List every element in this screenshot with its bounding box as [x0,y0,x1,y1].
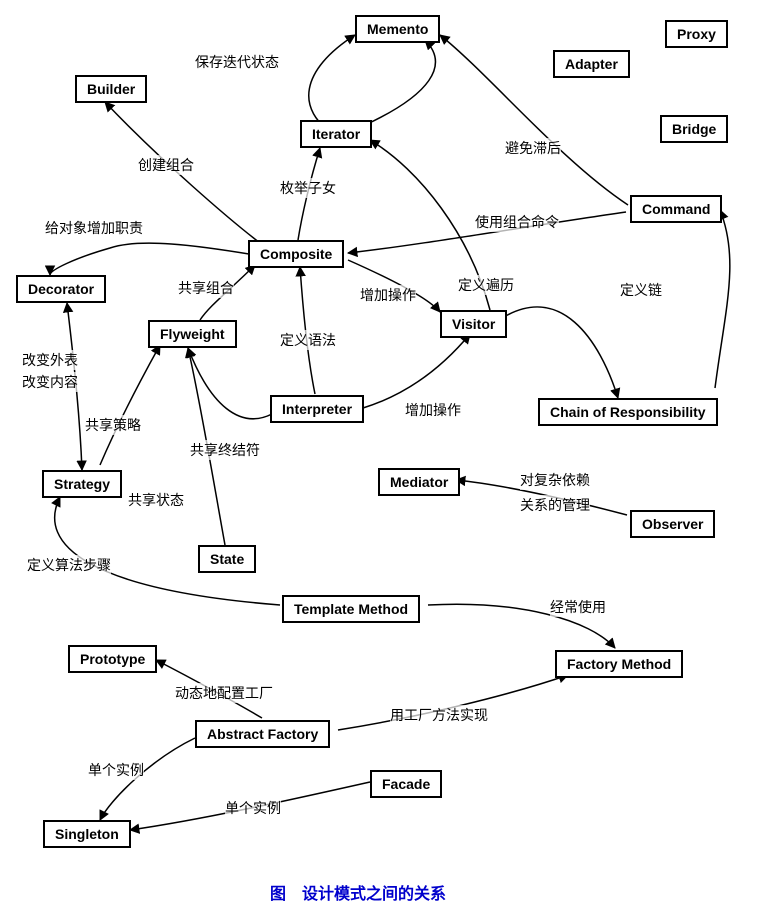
edge [100,345,160,465]
node-visitor: Visitor [440,310,507,338]
edge-label: 共享终结符 [190,440,260,460]
node-bridge: Bridge [660,115,728,143]
node-proxy: Proxy [665,20,728,48]
edge-label: 增加操作 [360,285,416,305]
edge-label: 单个实例 [225,798,281,818]
node-mediator: Mediator [378,468,460,496]
node-singleton: Singleton [43,820,131,848]
node-facade: Facade [370,770,442,798]
edge [715,210,730,388]
edge-label: 共享状态 [128,490,184,510]
edge-label: 对复杂依赖 [520,470,590,490]
node-builder: Builder [75,75,147,103]
edge [50,243,255,275]
edge-label: 枚举子女 [280,178,336,198]
node-observer: Observer [630,510,715,538]
node-iterator: Iterator [300,120,372,148]
node-state: State [198,545,256,573]
edge-label: 避免滞后 [505,138,561,158]
node-factorymethod: Factory Method [555,650,683,678]
edge-label: 定义遍历 [458,275,514,295]
node-adapter: Adapter [553,50,630,78]
node-strategy: Strategy [42,470,122,498]
edge [363,334,470,408]
node-command: Command [630,195,722,223]
node-memento: Memento [355,15,440,43]
node-prototype: Prototype [68,645,157,673]
node-decorator: Decorator [16,275,106,303]
node-abstractfactory: Abstract Factory [195,720,330,748]
edge-label: 共享策略 [85,415,141,435]
edge-label: 定义语法 [280,330,336,350]
edge-label: 改变内容 [22,372,78,392]
edge-label: 共享组合 [178,278,234,298]
edge-label: 使用组合命令 [475,212,559,232]
edge-label: 动态地配置工厂 [175,683,273,703]
node-chain: Chain of Responsibility [538,398,718,426]
node-interpreter: Interpreter [270,395,364,423]
edge [499,307,618,398]
edge-label: 用工厂方法实现 [390,705,488,725]
edge-label: 创建组合 [138,155,194,175]
edge-label: 关系的管理 [520,495,590,515]
edge-label: 增加操作 [405,400,461,420]
edge-label: 保存迭代状态 [195,52,279,72]
node-flyweight: Flyweight [148,320,237,348]
edge [365,40,435,125]
node-composite: Composite [248,240,344,268]
edge-label: 定义链 [620,280,662,300]
edge-label: 给对象增加职责 [45,218,143,238]
edge-label: 改变外表 [22,350,78,370]
edge-label: 定义算法步骤 [27,555,111,575]
edge-label: 单个实例 [88,760,144,780]
node-template: Template Method [282,595,420,623]
edge-label: 经常使用 [550,597,606,617]
